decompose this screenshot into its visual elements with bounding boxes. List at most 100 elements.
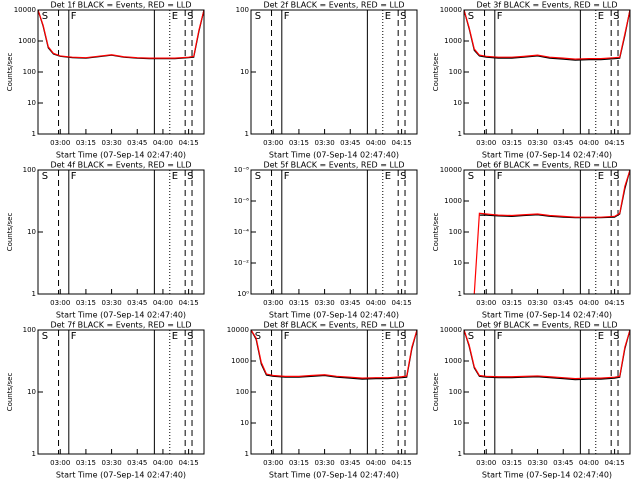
marker-label: F <box>71 11 77 22</box>
series-line <box>463 329 631 380</box>
plot-frame <box>463 9 631 135</box>
y-tick-label: 10 <box>453 259 462 267</box>
panel: Det 9f BLACK = Events, RED = LLD Start Ti… <box>432 321 631 480</box>
x-tick-label: 03:45 <box>340 299 360 307</box>
x-tick-label: 03:45 <box>127 459 147 467</box>
marker-label: F <box>497 11 503 22</box>
panel: Det 4f BLACK = Events, RED = LLD Start Ti… <box>6 161 205 320</box>
marker-label: F <box>71 171 77 182</box>
plot-frame <box>463 329 631 455</box>
panel-title: Det 6f BLACK = Events, RED = LLD <box>476 161 617 170</box>
x-tick-label: 04:15 <box>392 139 412 147</box>
marker-label: S <box>187 331 193 342</box>
x-tick-label: 04:15 <box>392 299 412 307</box>
y-tick-label: 1000 <box>444 357 462 365</box>
x-tick-label: 04:00 <box>153 459 173 467</box>
x-tick-label: 04:15 <box>179 299 199 307</box>
panel-title: Det 5f BLACK = Events, RED = LLD <box>263 161 404 170</box>
x-tick-label: 04:00 <box>366 139 386 147</box>
x-tick-label: 03:00 <box>50 139 70 147</box>
marker-label: E <box>385 11 391 22</box>
marker-label: S <box>468 331 474 342</box>
y-tick-label: 10⁻⁶ <box>234 197 250 205</box>
x-tick-label: 04:00 <box>366 299 386 307</box>
y-tick-label: 100 <box>23 68 36 76</box>
x-tick-label: 03:45 <box>553 299 573 307</box>
marker-label: E <box>172 331 178 342</box>
marker-label: S <box>400 331 406 342</box>
panel: Det 3f BLACK = Events, RED = LLD Start Ti… <box>432 1 631 160</box>
y-axis-label: Counts/sec <box>432 213 440 252</box>
x-tick-label: 04:15 <box>605 459 625 467</box>
panel: Det 5f BLACK = Events, RED = LLD Start Ti… <box>234 161 418 320</box>
y-tick-label: 100 <box>23 326 36 334</box>
panel: Det 8f BLACK = Events, RED = LLD Start Ti… <box>227 321 418 480</box>
y-tick-label: 100 <box>236 6 249 14</box>
y-tick-label: 1 <box>458 450 462 458</box>
panel-title: Det 8f BLACK = Events, RED = LLD <box>263 321 404 330</box>
y-tick-label: 10 <box>27 228 36 236</box>
x-tick-label: 03:00 <box>50 459 70 467</box>
y-tick-label: 10⁰ <box>237 290 249 298</box>
y-axis-label: Counts/sec <box>432 53 440 92</box>
marker-label: S <box>468 11 474 22</box>
x-tick-label: 03:15 <box>502 299 522 307</box>
plot-frame <box>250 329 418 455</box>
y-tick-label: 100 <box>236 388 249 396</box>
x-tick-label: 03:30 <box>527 459 547 467</box>
x-tick-label: 03:00 <box>263 299 283 307</box>
marker-label: S <box>42 171 48 182</box>
y-tick-label: 1000 <box>444 197 462 205</box>
x-tick-label: 03:30 <box>527 299 547 307</box>
y-tick-label: 1000 <box>18 37 36 45</box>
panel-title: Det 9f BLACK = Events, RED = LLD <box>476 321 617 330</box>
plot-frame <box>37 329 205 455</box>
y-tick-label: 10⁻⁸ <box>234 166 250 174</box>
x-tick-label: 03:00 <box>476 139 496 147</box>
plot-frame <box>37 9 205 135</box>
y-tick-label: 1 <box>32 450 36 458</box>
marker-label: F <box>284 171 290 182</box>
x-tick-label: 03:15 <box>76 139 96 147</box>
y-tick-label: 10000 <box>227 326 249 334</box>
y-tick-label: 10000 <box>440 6 462 14</box>
x-axis-label: Start Time (07-Sep-14 02:47:40) <box>269 311 399 320</box>
y-tick-label: 100 <box>449 228 462 236</box>
marker-label: E <box>385 171 391 182</box>
y-tick-label: 1 <box>32 290 36 298</box>
y-tick-label: 10⁻² <box>234 259 250 267</box>
x-tick-label: 03:00 <box>476 299 496 307</box>
panel: Det 7f BLACK = Events, RED = LLD Start Ti… <box>6 321 205 480</box>
x-tick-label: 04:00 <box>366 459 386 467</box>
x-tick-label: 03:45 <box>340 139 360 147</box>
x-tick-label: 03:00 <box>263 139 283 147</box>
x-tick-label: 04:15 <box>179 459 199 467</box>
x-axis-label: Start Time (07-Sep-14 02:47:40) <box>269 151 399 160</box>
y-tick-label: 1000 <box>444 37 462 45</box>
y-axis-label: Counts/sec <box>6 53 14 92</box>
x-tick-label: 03:30 <box>101 139 121 147</box>
plot-frame <box>37 169 205 295</box>
x-tick-label: 03:45 <box>127 139 147 147</box>
x-tick-label: 03:15 <box>289 139 309 147</box>
x-tick-label: 03:30 <box>101 459 121 467</box>
y-tick-label: 1 <box>458 130 462 138</box>
x-axis-label: Start Time (07-Sep-14 02:47:40) <box>482 311 612 320</box>
y-tick-label: 100 <box>449 388 462 396</box>
marker-label: F <box>71 331 77 342</box>
panel: Det 1f BLACK = Events, RED = LLD Start Ti… <box>6 1 205 160</box>
y-tick-label: 10 <box>453 419 462 427</box>
marker-label: E <box>172 171 178 182</box>
y-tick-label: 10 <box>240 419 249 427</box>
x-tick-label: 03:15 <box>76 299 96 307</box>
x-axis-label: Start Time (07-Sep-14 02:47:40) <box>56 471 186 480</box>
series-line <box>479 169 631 219</box>
x-tick-label: 03:45 <box>553 459 573 467</box>
x-tick-label: 03:15 <box>502 139 522 147</box>
y-tick-label: 1 <box>458 290 462 298</box>
x-tick-label: 03:00 <box>476 459 496 467</box>
x-tick-label: 04:00 <box>153 139 173 147</box>
x-tick-label: 03:45 <box>553 139 573 147</box>
series-line <box>463 329 631 381</box>
